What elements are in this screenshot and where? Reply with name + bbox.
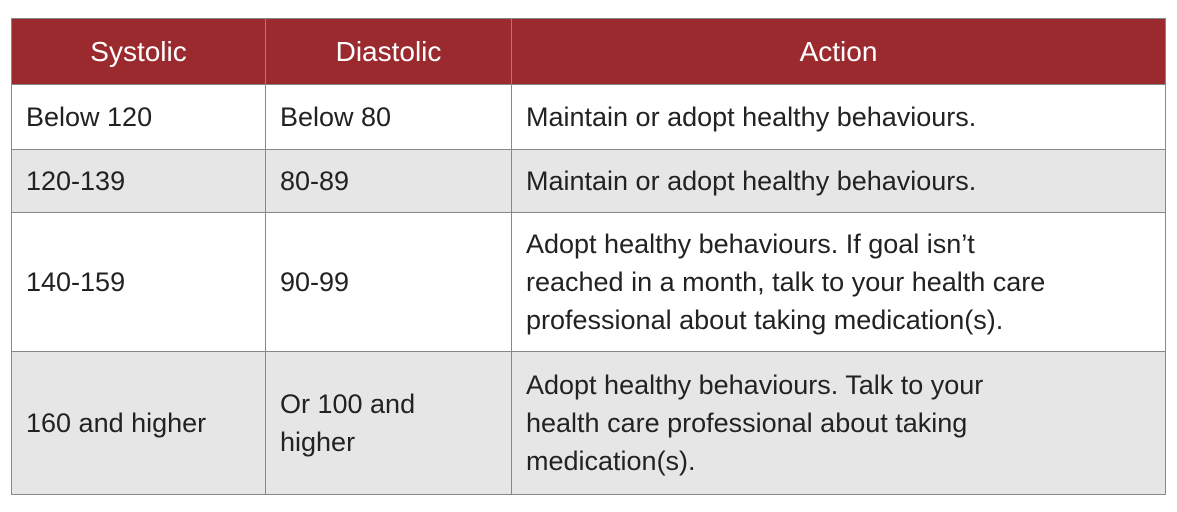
cell-line: 160 and higher — [26, 408, 207, 438]
table-cell: Below 120 — [11, 84, 266, 150]
header-cell: Diastolic — [265, 18, 512, 85]
cell-line: Or 100 and — [280, 389, 416, 419]
cell-line: Below 80 — [280, 102, 392, 132]
cell-line: reached in a month, talk to your health … — [526, 267, 1046, 297]
cell-line: Maintain or adopt healthy behaviours. — [526, 102, 977, 132]
table-row: 140-159 90-99 Adopt healthy behaviours. If… — [11, 212, 1166, 352]
cell-line: health care professional about taking — [526, 408, 968, 438]
cell-line: 140-159 — [26, 267, 126, 297]
table-cell: Adopt healthy behaviours. If goal isn’t r… — [511, 212, 1166, 352]
table-cell: 140-159 — [11, 212, 266, 352]
header-cell: Action — [511, 18, 1166, 85]
table-cell: Adopt healthy behaviours. Talk to your he… — [511, 351, 1166, 495]
table-cell: 90-99 — [265, 212, 512, 352]
table-cell: 120-139 — [11, 149, 266, 213]
cell-line: Adopt healthy behaviours. If goal isn’t — [526, 229, 975, 259]
cell-line: Adopt healthy behaviours. Talk to your — [526, 370, 984, 400]
table-row: 120-139 80-89 Maintain or adopt healthy be… — [11, 149, 1166, 213]
table-cell: Maintain or adopt healthy behaviours. — [511, 149, 1166, 213]
table-cell: Maintain or adopt healthy behaviours. — [511, 84, 1166, 150]
table-row: Below 120 Below 80 Maintain or adopt healt… — [11, 84, 1166, 150]
table-row: 160 and higher Or 100 and higher Adopt heal… — [11, 351, 1166, 495]
table-cell: 160 and higher — [11, 351, 266, 495]
table-cell: Or 100 and higher — [265, 351, 512, 495]
cell-line: 90-99 — [280, 267, 350, 297]
bp-table: Systolic Diastolic Action Below 120 Below 8… — [11, 18, 1166, 495]
table-body: Below 120 Below 80 Maintain or adopt healt… — [11, 84, 1166, 495]
cell-line: Below 120 — [26, 102, 153, 132]
cell-line: higher — [280, 427, 356, 457]
table-cell: 80-89 — [265, 149, 512, 213]
header-row: Systolic Diastolic Action — [11, 18, 1166, 85]
cell-line: Maintain or adopt healthy behaviours. — [526, 166, 977, 196]
cell-line: 120-139 — [26, 166, 126, 196]
cell-line: professional about taking medication(s). — [526, 305, 1004, 335]
table-cell: Below 80 — [265, 84, 512, 150]
cell-line: 80-89 — [280, 166, 350, 196]
header-cell: Systolic — [11, 18, 266, 85]
cell-line: medication(s). — [526, 446, 696, 476]
